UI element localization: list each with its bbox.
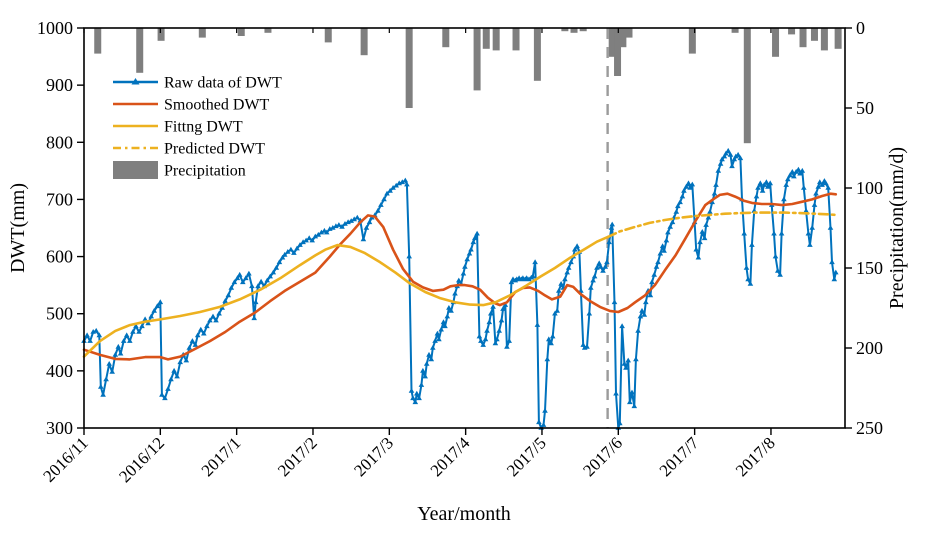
y-left-tick-label: 500 bbox=[46, 304, 73, 324]
precipitation-bar bbox=[688, 28, 696, 54]
precipitation-bar bbox=[619, 28, 627, 48]
precipitation-swatch bbox=[113, 161, 158, 179]
legend-item-label: Predicted DWT bbox=[164, 141, 265, 158]
legend-item-precipitation: Precipitation bbox=[113, 161, 246, 180]
y-left-tick-label: 600 bbox=[46, 247, 73, 267]
legend-item-label: Raw data of DWT bbox=[164, 75, 282, 92]
y-left-tick-label: 300 bbox=[46, 418, 73, 438]
precipitation-bar bbox=[579, 28, 587, 32]
precipitation-bar bbox=[743, 28, 751, 144]
precipitation-bar bbox=[492, 28, 500, 51]
y-right-axis-title: Precipitation(mm/d) bbox=[886, 147, 908, 309]
precipitation-bar bbox=[512, 28, 520, 51]
precipitation-bar bbox=[94, 28, 102, 54]
precipitation-bar bbox=[570, 28, 578, 33]
predicted-dwt-line bbox=[606, 211, 838, 239]
x-tick-label: 2017/1 bbox=[198, 433, 245, 480]
precipitation-bar bbox=[442, 28, 450, 48]
y-right-tick-label: 0 bbox=[856, 18, 865, 38]
y-right-tick-label: 150 bbox=[856, 258, 883, 278]
precipitation-bar bbox=[264, 28, 272, 33]
precipitation-bar bbox=[625, 28, 633, 38]
x-tick-label: 2016/11 bbox=[39, 433, 91, 485]
x-tick-label: 2017/3 bbox=[350, 433, 397, 480]
raw-dwt-line bbox=[83, 149, 837, 429]
smoothed-dwt-line bbox=[82, 192, 838, 361]
precipitation-bar bbox=[820, 28, 828, 51]
precipitation-bar bbox=[788, 28, 796, 35]
x-tick-label: 2017/5 bbox=[503, 433, 550, 480]
precipitation-bar bbox=[533, 28, 541, 81]
x-tick-label: 2017/7 bbox=[656, 433, 703, 480]
precipitation-bar bbox=[731, 28, 739, 33]
precipitation-bar bbox=[834, 28, 842, 49]
precipitation-bar bbox=[799, 28, 807, 48]
y-left-axis-title: DWT(mm) bbox=[7, 183, 29, 273]
precipitation-bar bbox=[561, 28, 569, 32]
x-tick-label: 2017/2 bbox=[274, 433, 321, 480]
precipitation-bar bbox=[198, 28, 206, 38]
precipitation-bar bbox=[482, 28, 490, 49]
axes-frame-layer bbox=[83, 27, 846, 429]
legend-item-label: Precipitation bbox=[164, 163, 246, 180]
legend: Raw data of DWT Smoothed DWT Fittng DWT Pre… bbox=[113, 75, 282, 180]
legend-item-predicted-dwt: Predicted DWT bbox=[113, 141, 265, 158]
series-layer bbox=[81, 147, 839, 430]
legend-triangle-marker bbox=[131, 78, 140, 85]
precipitation-bar bbox=[136, 28, 144, 73]
fitting-dwt-line bbox=[82, 235, 609, 358]
legend-item-smoothed-dwt: Smoothed DWT bbox=[113, 97, 270, 114]
legend-item-label: Fittng DWT bbox=[164, 119, 243, 136]
x-tick-label: 2016/12 bbox=[115, 433, 168, 486]
precipitation-bar bbox=[157, 28, 165, 41]
precipitation-bar bbox=[614, 28, 622, 76]
precipitation-bar bbox=[473, 28, 481, 91]
legend-item-fittng-dwt: Fittng DWT bbox=[113, 119, 243, 136]
plot-frame bbox=[83, 27, 846, 429]
x-axis-title: Year/month bbox=[417, 503, 511, 525]
y-right-tick-label: 100 bbox=[856, 178, 883, 198]
precipitation-bar bbox=[405, 28, 413, 108]
y-right-tick-label: 50 bbox=[856, 98, 874, 118]
precipitation-bars-layer bbox=[94, 28, 842, 144]
precipitation-bar bbox=[608, 28, 616, 57]
precipitation-bar bbox=[324, 28, 332, 43]
x-tick-label: 2017/8 bbox=[732, 433, 779, 480]
y-left-tick-label: 800 bbox=[46, 132, 73, 152]
precipitation-bar bbox=[237, 28, 245, 36]
legend-item-label: Smoothed DWT bbox=[164, 97, 270, 114]
y-left-tick-label: 400 bbox=[46, 361, 73, 381]
precipitation-bar bbox=[772, 28, 780, 57]
precipitation-bar bbox=[810, 28, 818, 41]
precipitation-bar bbox=[360, 28, 368, 56]
y-left-tick-label: 900 bbox=[46, 75, 73, 95]
x-tick-label: 2017/6 bbox=[579, 433, 626, 480]
legend-item-raw-data-of-dwt: Raw data of DWT bbox=[113, 75, 282, 92]
y-right-tick-label: 250 bbox=[856, 418, 883, 438]
y-left-tick-label: 700 bbox=[46, 189, 73, 209]
x-tick-label: 2017/4 bbox=[427, 433, 474, 480]
y-left-tick-label: 1000 bbox=[37, 18, 73, 38]
raw-dwt-markers bbox=[81, 147, 839, 430]
y-right-tick-label: 200 bbox=[856, 338, 883, 358]
